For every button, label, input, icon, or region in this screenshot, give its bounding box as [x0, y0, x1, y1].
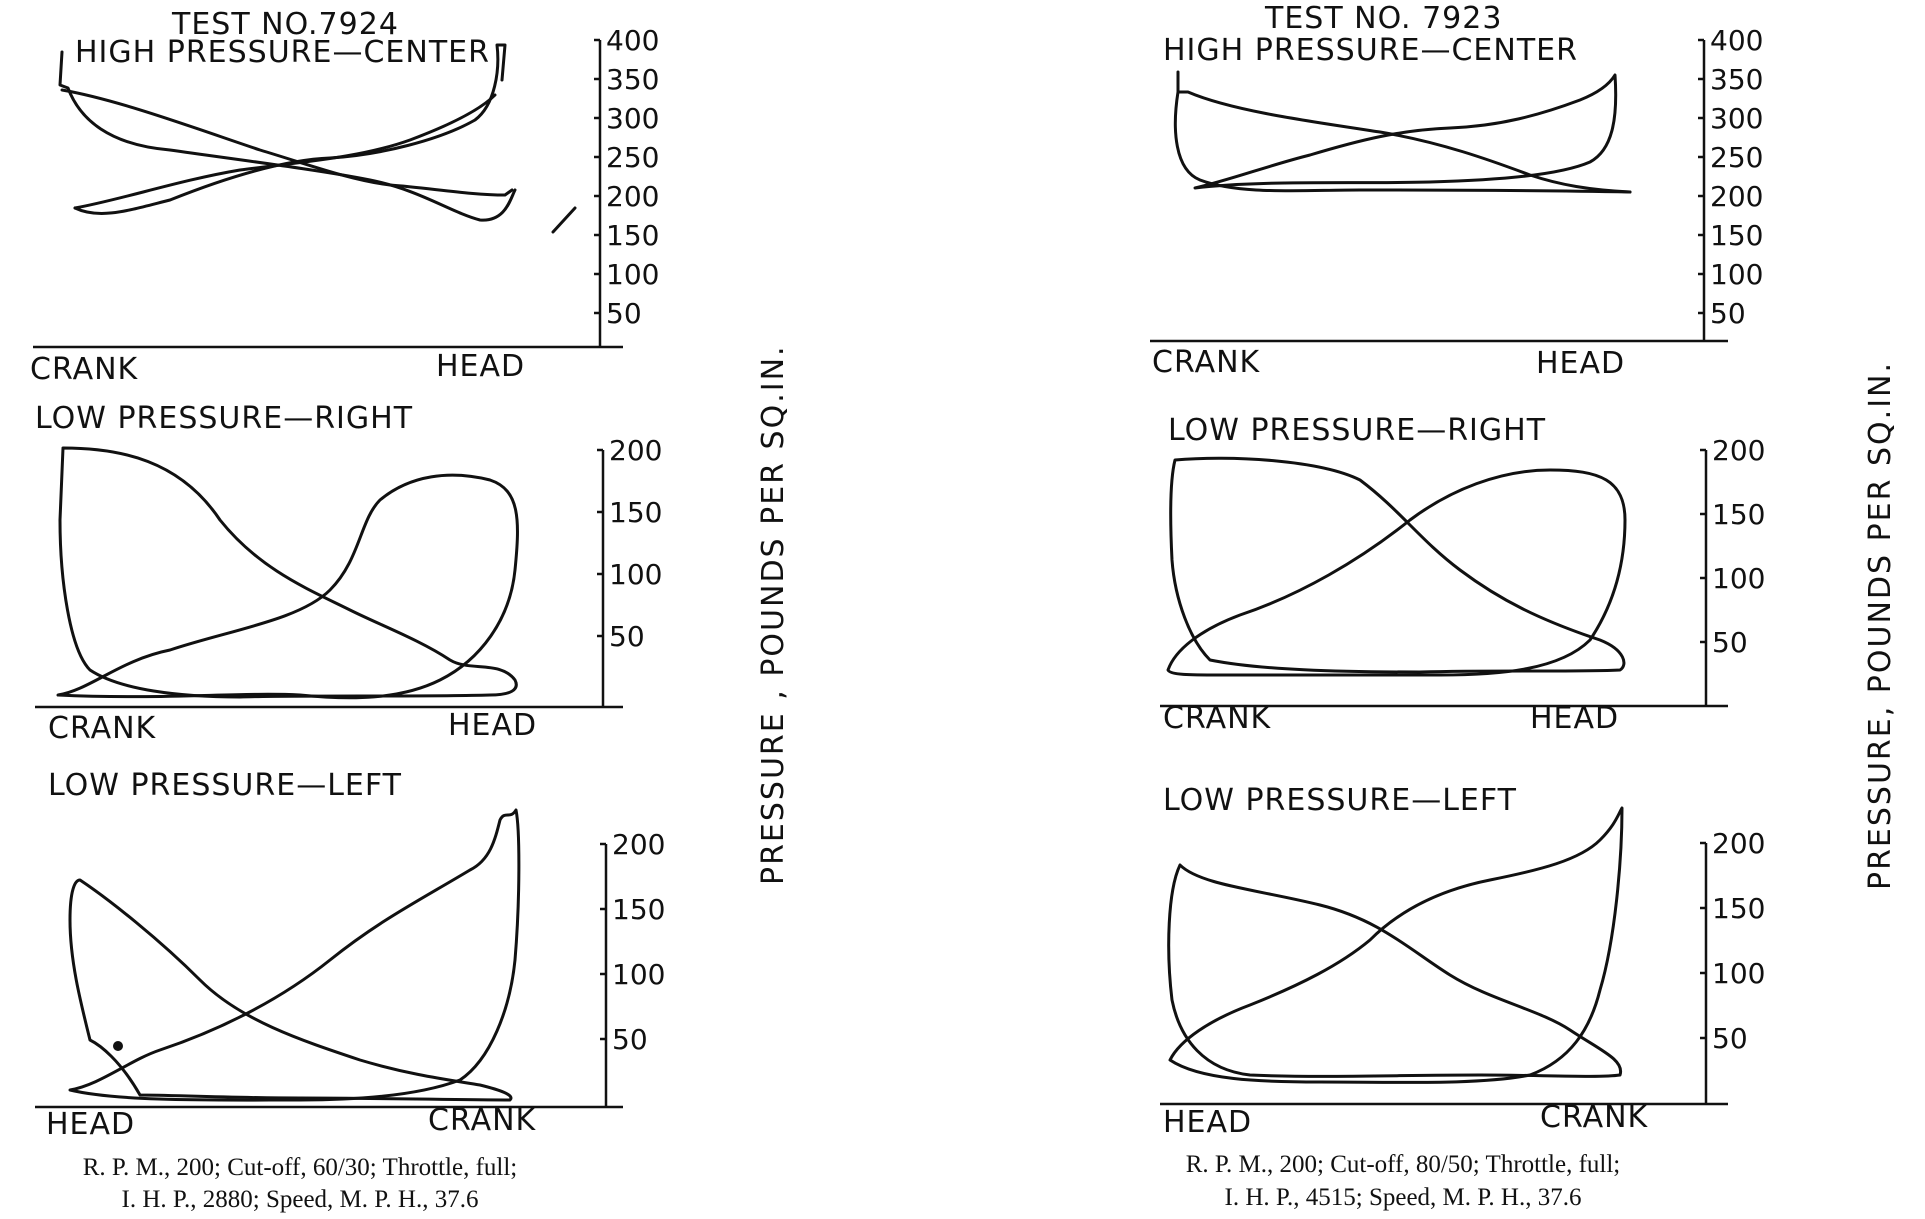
y-tick-label: 50 — [1712, 1022, 1748, 1055]
y-tick-label: 200 — [1710, 180, 1763, 213]
card-curve-3 — [1193, 73, 1618, 190]
left-end-label: CRANK — [1152, 345, 1261, 380]
y-tick-label: 400 — [1710, 24, 1763, 57]
right-end-label: CRANK — [1540, 1100, 1649, 1135]
y-tick-label: 150 — [1710, 219, 1763, 252]
test-title: TEST NO.7924 — [171, 7, 399, 42]
y-ticks: 200 150 100 50 — [597, 434, 662, 653]
left-end-label: CRANK — [1163, 701, 1272, 736]
y-tick-label: 300 — [606, 102, 659, 135]
card-curve-1 — [68, 878, 513, 1102]
y-tick-label: 250 — [606, 141, 659, 174]
y-tick-label: 400 — [606, 24, 659, 57]
y-tick-label: 100 — [609, 558, 662, 591]
test-title: TEST NO. 7923 — [1264, 1, 1502, 36]
y-tick-label: 50 — [609, 620, 645, 653]
caption-line-2: I. H. P., 4515; Speed, M. P. H., 37.6 — [1225, 1184, 1582, 1211]
caption-line-1: R. P. M., 200; Cut-off, 80/50; Throttle,… — [1186, 1151, 1621, 1178]
panel-high-pressure-center: HIGH PRESSURE—CENTER 400 350 300 250 200 150 1… — [1150, 24, 1763, 381]
card-curve-1 — [58, 446, 518, 699]
card-curve-1 — [1176, 70, 1632, 194]
chart-test-7924: TEST NO.7924 HIGH PRESSURE—CENTER 400 350… — [30, 7, 791, 1213]
y-tick-label: 200 — [1712, 434, 1765, 467]
y-tick-label: 100 — [1712, 957, 1765, 990]
y-tick-label: 50 — [606, 297, 642, 330]
y-tick-label: 350 — [1710, 63, 1763, 96]
panel-title: LOW PRESSURE—LEFT — [1163, 783, 1517, 818]
left-end-label: HEAD — [1163, 1105, 1252, 1140]
card-curve-2 — [56, 473, 519, 700]
y-tick-label: 150 — [1712, 892, 1765, 925]
panel-title: LOW PRESSURE—RIGHT — [1168, 413, 1546, 448]
left-end-label: HEAD — [46, 1107, 135, 1142]
y-tick-label: 150 — [612, 893, 665, 926]
panel-low-pressure-right: LOW PRESSURE—RIGHT 200 150 100 50 CRANK HEA… — [35, 401, 662, 746]
right-end-label: HEAD — [1536, 346, 1625, 381]
card-curve-1 — [1167, 863, 1623, 1078]
y-tick-label: 350 — [606, 63, 659, 96]
y-axis-label: PRESSURE, POUNDS PER SQ.IN. — [1863, 361, 1898, 890]
card-curve-1 — [1169, 456, 1626, 674]
y-ticks: 200 150 100 50 — [1700, 434, 1765, 659]
y-tick-label: 200 — [612, 828, 665, 861]
y-ticks: 200 150 100 50 — [600, 828, 665, 1056]
y-tick-label: 100 — [606, 258, 659, 291]
y-tick-label: 200 — [606, 180, 659, 213]
panel-title: LOW PRESSURE—RIGHT — [35, 401, 413, 436]
y-tick-label: 100 — [612, 958, 665, 991]
right-end-label: HEAD — [1530, 701, 1619, 736]
y-tick-label: 250 — [1710, 141, 1763, 174]
card-curve-4 — [73, 93, 497, 210]
panel-high-pressure-center: HIGH PRESSURE—CENTER 400 350 300 250 200 150 1… — [30, 24, 659, 387]
panel-low-pressure-left: LOW PRESSURE—LEFT 200 150 100 50 HEAD CRANK — [1160, 783, 1765, 1140]
right-end-label: HEAD — [448, 708, 537, 743]
panel-title: LOW PRESSURE—LEFT — [48, 768, 402, 803]
card-curve-2 — [1173, 90, 1632, 194]
card-curve-2 — [1166, 468, 1627, 677]
y-ticks: 400 350 300 250 200 150 100 50 — [1698, 24, 1763, 330]
y-tick-label: 100 — [1712, 562, 1765, 595]
y-tick-label: 150 — [1712, 498, 1765, 531]
y-tick-label: 50 — [1712, 626, 1748, 659]
panel-title: HIGH PRESSURE—CENTER — [1163, 33, 1578, 68]
caption-line-1: R. P. M., 200; Cut-off, 60/30; Throttle,… — [83, 1154, 518, 1181]
y-ticks: 400 350 300 250 200 150 100 50 — [594, 24, 659, 330]
right-end-label: CRANK — [428, 1103, 537, 1138]
panel-title: HIGH PRESSURE—CENTER — [75, 35, 490, 70]
card-curve-2 — [68, 808, 521, 1102]
y-tick-label: 300 — [1710, 102, 1763, 135]
y-tick-label: 200 — [609, 434, 662, 467]
pen-mark — [551, 206, 577, 234]
y-tick-label: 150 — [606, 219, 659, 252]
card-curve-2 — [1168, 806, 1624, 1084]
y-ticks: 200 150 100 50 — [1700, 827, 1765, 1055]
card-mark — [113, 1041, 123, 1051]
y-tick-label: 100 — [1710, 258, 1763, 291]
left-end-label: CRANK — [48, 711, 157, 746]
y-tick-label: 150 — [609, 496, 662, 529]
y-tick-label: 50 — [1710, 297, 1746, 330]
card-curve-1 — [58, 50, 517, 222]
y-axis-label: PRESSURE , POUNDS PER SQ.IN. — [756, 344, 791, 885]
y-tick-label: 50 — [612, 1023, 648, 1056]
card-curve-2 — [60, 88, 514, 197]
right-end-label: HEAD — [436, 349, 525, 384]
panel-low-pressure-left: LOW PRESSURE—LEFT 200 150 100 50 HEAD CRANK — [35, 768, 665, 1142]
chart-test-7923: TEST NO. 7923 HIGH PRESSURE—CENTER 400 35… — [1150, 1, 1898, 1211]
y-tick-label: 200 — [1712, 827, 1765, 860]
left-end-label: CRANK — [30, 352, 139, 387]
caption-line-2: I. H. P., 2880; Speed, M. P. H., 37.6 — [122, 1186, 479, 1213]
panel-low-pressure-right: LOW PRESSURE—RIGHT 200 150 100 50 CRANK HEA… — [1160, 413, 1765, 736]
